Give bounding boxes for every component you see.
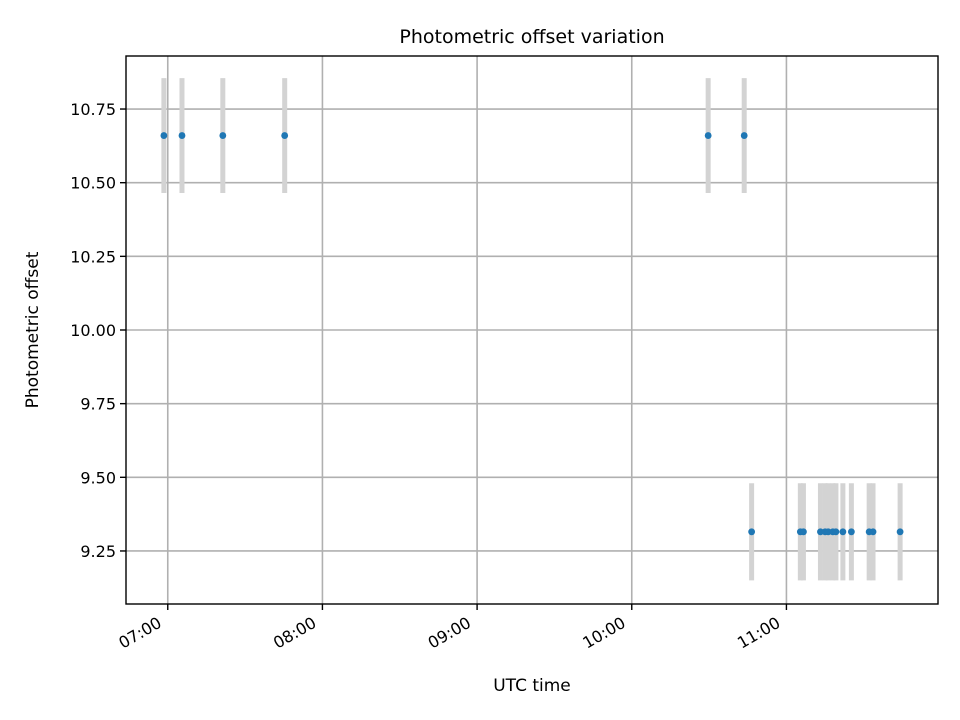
data-points xyxy=(160,132,904,536)
x-axis-label: UTC time xyxy=(493,676,571,696)
data-point xyxy=(748,528,756,536)
x-tick-label: 07:00 xyxy=(115,613,164,653)
x-tick-label: 10:00 xyxy=(579,613,628,653)
axis-ticks xyxy=(120,108,788,610)
data-point xyxy=(160,132,168,139)
data-point xyxy=(178,132,186,139)
y-tick-label: 9.25 xyxy=(80,542,116,561)
x-tick-label: 08:00 xyxy=(270,613,319,653)
chart-title: Photometric offset variation xyxy=(399,26,664,48)
y-tick-label: 10.00 xyxy=(70,321,116,340)
data-point xyxy=(832,528,840,536)
y-tick-label: 10.75 xyxy=(70,100,116,119)
data-point xyxy=(839,528,847,536)
data-point xyxy=(896,528,904,536)
y-tick-labels: 9.25 9.50 9.75 10.00 10.25 10.50 10.75 xyxy=(70,100,116,561)
data-point xyxy=(704,132,712,139)
y-tick-label: 9.50 xyxy=(80,468,116,487)
x-tick-label: 09:00 xyxy=(425,613,474,653)
data-point xyxy=(281,132,289,139)
y-tick-label: 10.25 xyxy=(70,247,116,266)
data-point xyxy=(219,132,227,139)
data-point xyxy=(869,528,877,536)
x-tick-label: 11:00 xyxy=(734,613,783,653)
y-axis-label: Photometric offset xyxy=(23,251,43,408)
data-point xyxy=(740,132,748,139)
data-point xyxy=(847,528,855,536)
y-tick-label: 10.50 xyxy=(70,174,116,193)
data-point xyxy=(800,528,807,536)
grid xyxy=(126,56,938,604)
x-tick-labels: 07:00 08:00 09:00 10:00 11:00 xyxy=(115,613,783,653)
y-tick-label: 9.75 xyxy=(80,395,116,414)
